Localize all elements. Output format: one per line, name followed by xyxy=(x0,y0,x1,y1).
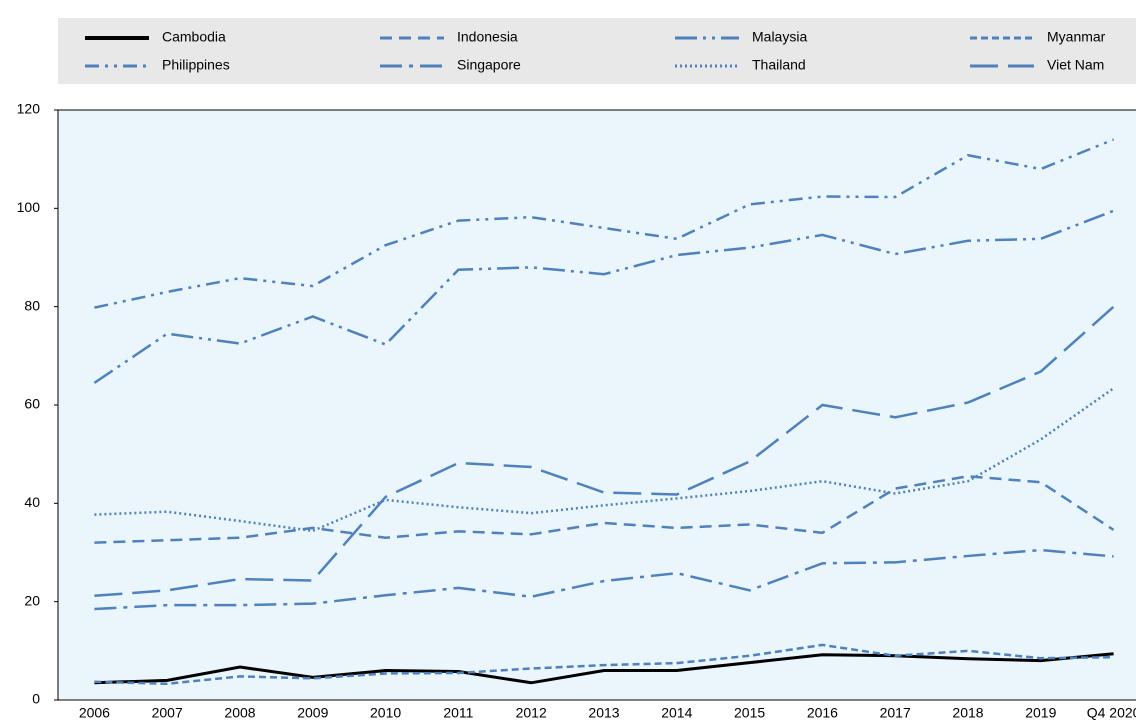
x-tick-label: 2013 xyxy=(588,705,619,721)
y-tick-label: 60 xyxy=(24,396,40,412)
x-tick-label: 2009 xyxy=(297,705,328,721)
x-tick-label: 2017 xyxy=(880,705,911,721)
x-tick-label: Q4 2020 xyxy=(1087,705,1136,721)
y-tick-label: 0 xyxy=(32,691,40,707)
x-tick-label: 2008 xyxy=(224,705,255,721)
series-line xyxy=(94,643,1114,686)
legend-label: Myanmar xyxy=(1047,29,1106,45)
x-tick-label: 2006 xyxy=(79,705,110,721)
series-line xyxy=(94,475,1115,544)
legend-label: Viet Nam xyxy=(1047,57,1104,73)
legend-label: Singapore xyxy=(457,57,521,73)
x-tick-label: 2015 xyxy=(734,705,765,721)
y-tick-label: 20 xyxy=(24,592,40,608)
legend-label: Philippines xyxy=(162,57,230,73)
plot-area xyxy=(57,109,1136,701)
x-tick-label: 2007 xyxy=(152,705,183,721)
legend-label: Indonesia xyxy=(457,29,518,45)
x-tick-label: 2012 xyxy=(516,705,547,721)
series-line xyxy=(94,652,1114,685)
x-tick-label: 2018 xyxy=(952,705,983,721)
series-line xyxy=(94,305,1115,598)
series-line xyxy=(94,387,1115,533)
series-line xyxy=(94,548,1114,611)
legend-label: Thailand xyxy=(752,57,806,73)
y-tick-label: 80 xyxy=(24,297,40,313)
x-tick-label: 2014 xyxy=(661,705,692,721)
legend-background xyxy=(58,18,1136,84)
series-line xyxy=(94,138,1115,309)
x-tick-label: 2016 xyxy=(807,705,838,721)
series-line xyxy=(93,209,1115,384)
x-tick-label: 2011 xyxy=(443,705,473,721)
y-tick-label: 120 xyxy=(17,101,41,117)
y-tick-label: 100 xyxy=(17,199,41,215)
y-tick-label: 40 xyxy=(24,494,40,510)
legend-label: Cambodia xyxy=(162,29,226,45)
x-tick-label: 2010 xyxy=(370,705,401,721)
x-tick-label: 2019 xyxy=(1025,705,1056,721)
legend-label: Malaysia xyxy=(752,29,807,45)
